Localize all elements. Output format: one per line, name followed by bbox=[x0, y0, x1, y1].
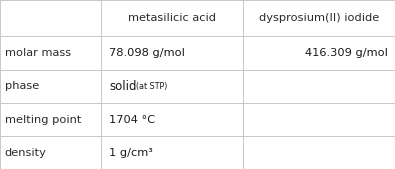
Text: density: density bbox=[5, 148, 47, 158]
Text: 1 g/cm³: 1 g/cm³ bbox=[109, 148, 153, 158]
Text: 416.309 g/mol: 416.309 g/mol bbox=[305, 48, 388, 58]
Text: 78.098 g/mol: 78.098 g/mol bbox=[109, 48, 185, 58]
Text: melting point: melting point bbox=[5, 115, 81, 125]
Text: (at STP): (at STP) bbox=[136, 82, 167, 91]
Text: solid: solid bbox=[109, 80, 137, 93]
Text: 1704 °C: 1704 °C bbox=[109, 115, 156, 125]
Text: metasilicic acid: metasilicic acid bbox=[128, 13, 216, 23]
Text: molar mass: molar mass bbox=[5, 48, 71, 58]
Text: dysprosium(II) iodide: dysprosium(II) iodide bbox=[259, 13, 379, 23]
Text: phase: phase bbox=[5, 81, 39, 91]
